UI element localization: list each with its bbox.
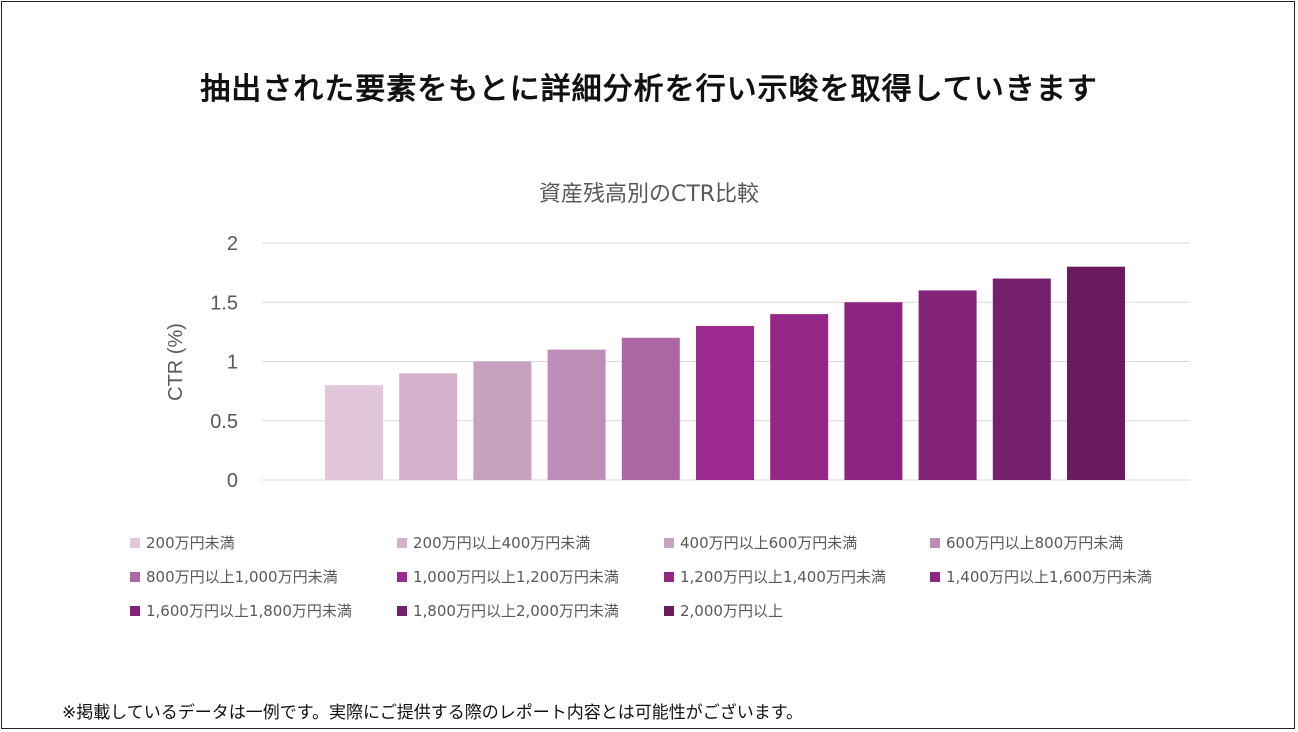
bar (696, 325, 754, 480)
legend-swatch (130, 537, 140, 548)
legend-swatch (130, 605, 140, 616)
legend-item: 1,800万円以上2,000万円未満 (397, 600, 619, 621)
y-axis-ticks: 0 0.5 1 1.5 2 (210, 233, 238, 492)
y-tick-label: 2 (227, 233, 238, 255)
legend-label: 800万円以上1,000万円未満 (146, 568, 338, 586)
legend-swatch (397, 605, 407, 616)
legend-item: 600万円以上800万円未満 (930, 532, 1123, 553)
bar (918, 290, 977, 480)
bar (325, 385, 383, 480)
legend-label: 200万円未満 (146, 534, 235, 552)
bar (992, 278, 1051, 480)
bar (473, 361, 532, 480)
legend-label: 1,400万円以上1,600万円未満 (946, 568, 1152, 586)
y-tick-label: 0 (227, 470, 238, 492)
bar (770, 314, 829, 480)
y-tick-label: 0.5 (210, 411, 238, 433)
legend-swatch (930, 571, 940, 582)
legend-item: 400万円以上600万円未満 (664, 532, 857, 553)
chart-title: 資産残高別のCTR比較 (538, 182, 760, 207)
legend-item: 1,200万円以上1,400万円未満 (664, 566, 886, 587)
bar (1067, 266, 1125, 480)
legend-label: 1,000万円以上1,200万円未満 (413, 568, 619, 586)
y-axis-label: CTR (%) (165, 323, 187, 401)
legend-item: 200万円未満 (130, 532, 235, 553)
legend-swatch (664, 605, 674, 616)
bar (621, 337, 680, 480)
legend-item: 1,400万円以上1,600万円未満 (930, 566, 1152, 587)
legend-item: 2,000万円以上 (664, 600, 783, 621)
legend-swatch (664, 571, 674, 582)
bar (844, 302, 903, 480)
legend-label: 400万円以上600万円未満 (680, 534, 858, 552)
legend-item: 1,000万円以上1,200万円未満 (397, 566, 619, 587)
bar (399, 373, 458, 480)
legend-label: 1,800万円以上2,000万円未満 (413, 602, 619, 620)
legend-swatch (397, 571, 407, 582)
legend-swatch (664, 537, 674, 548)
bar (547, 349, 606, 480)
slide-headline: 抽出された要素をもとに詳細分析を行い示唆を取得していきます (200, 72, 1098, 107)
legend-item: 800万円以上1,000万円未満 (130, 566, 338, 587)
legend-label: 200万円以上400万円未満 (413, 534, 591, 552)
footnote: ※掲載しているデータは一例です。実際にご提供する際のレポート内容とは可能性がござ… (62, 703, 803, 723)
legend-swatch (130, 571, 140, 582)
legend-swatch (397, 537, 407, 548)
legend-label: 600万円以上800万円未満 (946, 534, 1124, 552)
legend-item: 200万円以上400万円未満 (397, 532, 590, 553)
legend-swatch (930, 537, 940, 548)
legend-item: 1,600万円以上1,800万円未満 (130, 600, 352, 621)
legend-label: 1,600万円以上1,800万円未満 (146, 602, 352, 620)
bars (325, 266, 1125, 480)
y-tick-label: 1.5 (210, 292, 238, 314)
y-tick-label: 1 (227, 352, 238, 374)
legend-label: 2,000万円以上 (680, 602, 783, 620)
legend-label: 1,200万円以上1,400万円未満 (680, 568, 886, 586)
